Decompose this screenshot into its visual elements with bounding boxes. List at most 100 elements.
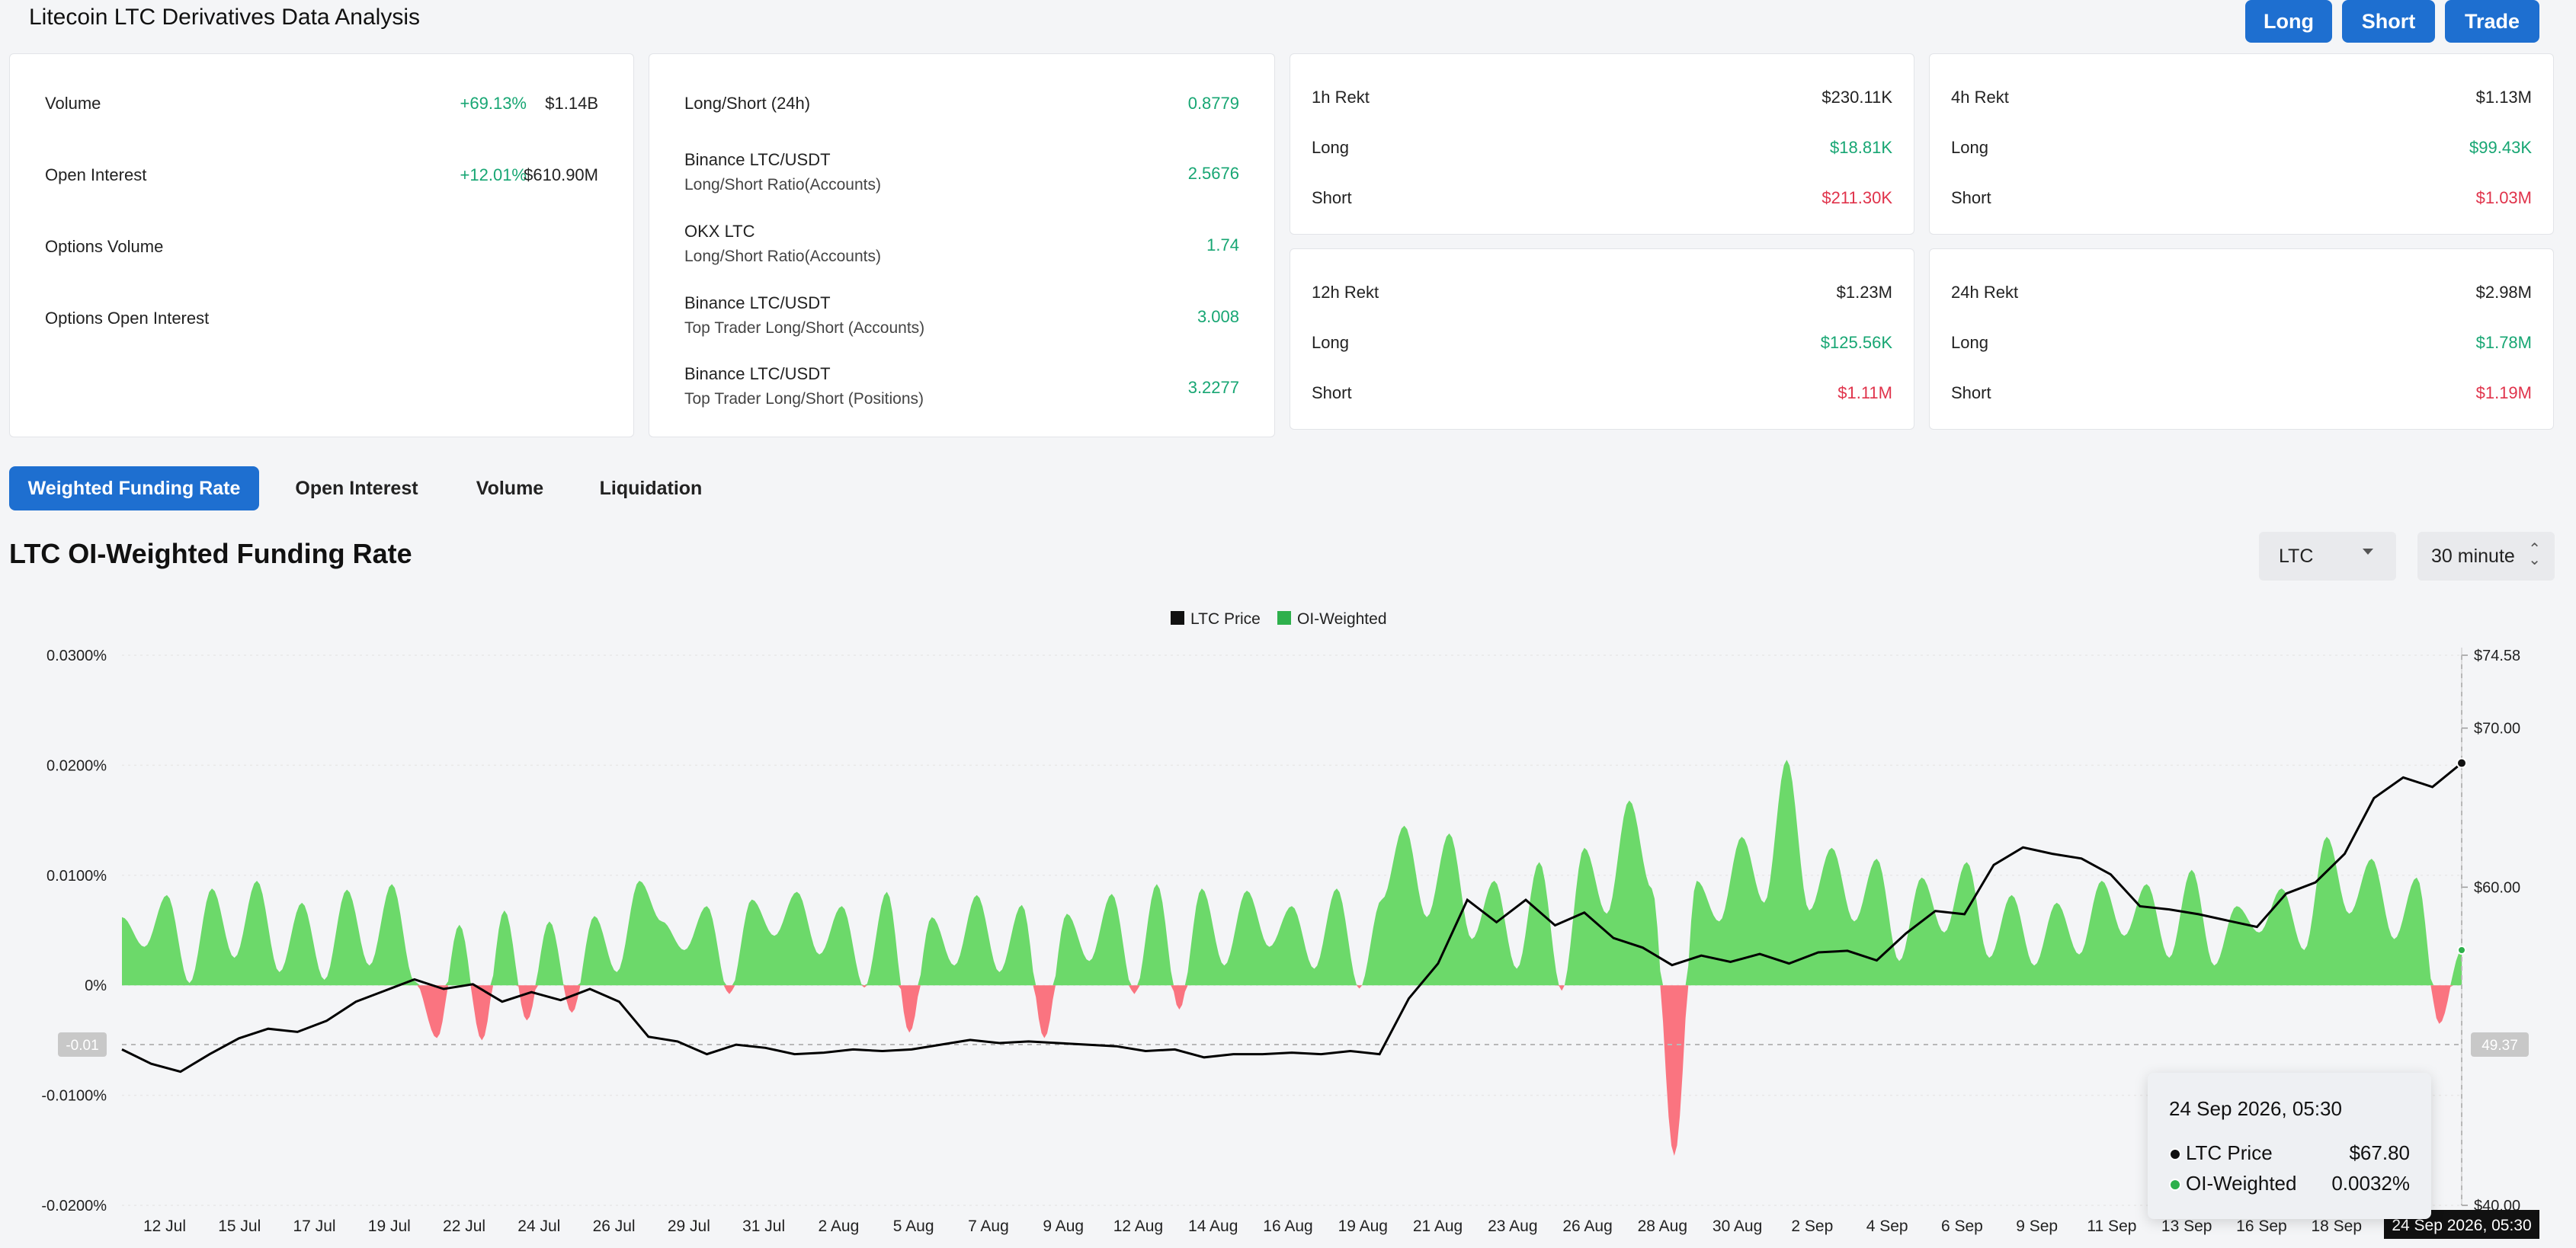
x-tick-label: 9 Sep xyxy=(2016,1218,2058,1235)
x-tick-label: 2 Aug xyxy=(819,1218,860,1235)
tooltip-price-label: LTC Price xyxy=(2186,1141,2273,1164)
rekt-label: 12h Rekt xyxy=(1312,283,1379,302)
x-tick-label: 2 Sep xyxy=(1791,1218,1833,1235)
tab-weighted-funding-rate[interactable]: Weighted Funding Rate xyxy=(9,466,259,510)
y-left-tick-label: 0.0200% xyxy=(46,757,107,774)
ratio-value: 2.5676 xyxy=(1187,164,1239,183)
x-tick-label: 24 Jul xyxy=(517,1218,560,1235)
rekt-short-value: $211.30K xyxy=(1821,188,1892,207)
x-tick-label: 26 Aug xyxy=(1562,1218,1612,1235)
x-tick-label: 30 Aug xyxy=(1713,1218,1762,1235)
y-left-tick-label: 0.0300% xyxy=(46,648,107,664)
open-interest-change: +12.01% xyxy=(460,165,527,184)
x-tick-label: 31 Jul xyxy=(742,1218,785,1235)
short-button[interactable]: Short xyxy=(2342,0,2435,43)
ratio-label: Binance LTC/USDT xyxy=(684,293,831,312)
x-tick-label: 22 Jul xyxy=(443,1218,485,1235)
ratio-value: 0.8779 xyxy=(1187,94,1239,113)
legend-oi-swatch xyxy=(1277,611,1291,625)
x-tick-label: 29 Jul xyxy=(668,1218,710,1235)
legend-oi-label: OI-Weighted xyxy=(1297,610,1387,628)
x-tick-label: 26 Jul xyxy=(593,1218,636,1235)
rekt-4h-card: 4h Rekt $1.13M Long $99.43K Short $1.03M xyxy=(1929,53,2554,235)
volume-label: Volume xyxy=(45,94,101,113)
y-right-tick-label: $60.00 xyxy=(2474,879,2520,896)
x-tick-label: 4 Sep xyxy=(1866,1218,1908,1235)
legend-price-swatch xyxy=(1171,611,1184,625)
rekt-total: $1.23M xyxy=(1836,283,1892,302)
coin-select[interactable]: LTC xyxy=(2259,532,2396,581)
crosshair-left-value: -0.01 xyxy=(66,1038,98,1054)
rekt-short-value: $1.03M xyxy=(2475,188,2532,207)
interval-select-value: 30 minute xyxy=(2431,545,2515,567)
rekt-total: $2.98M xyxy=(2475,283,2532,302)
tab-liquidation[interactable]: Liquidation xyxy=(578,466,724,510)
rekt-long-value: $99.43K xyxy=(2469,138,2532,157)
options-oi-label: Options Open Interest xyxy=(45,309,210,328)
tooltip-price-value: $67.80 xyxy=(2349,1141,2410,1164)
y-right-tick-label: $70.00 xyxy=(2474,721,2520,738)
rekt-long-label: Long xyxy=(1312,333,1349,352)
rekt-12h-card: 12h Rekt $1.23M Long $125.56K Short $1.11M xyxy=(1290,248,1914,430)
trade-button[interactable]: Trade xyxy=(2445,0,2539,43)
rekt-label: 24h Rekt xyxy=(1951,283,2019,302)
x-tick-label: 16 Sep xyxy=(2236,1218,2287,1235)
price-end-dot xyxy=(2456,757,2467,769)
x-tick-label: 16 Aug xyxy=(1263,1218,1312,1235)
rekt-short-value: $1.11M xyxy=(1837,383,1892,402)
interval-select[interactable]: 30 minute ⌃ ⌄ xyxy=(2417,532,2555,581)
current-x-label: 24 Sep 2026, 05:30 xyxy=(2392,1217,2531,1234)
ratio-value: 1.74 xyxy=(1206,235,1239,254)
tab-open-interest[interactable]: Open Interest xyxy=(271,466,442,510)
rekt-total: $230.11K xyxy=(1821,88,1892,107)
page-title: Litecoin LTC Derivatives Data Analysis xyxy=(29,5,420,30)
y-right-tick-label: $74.58 xyxy=(2474,648,2520,664)
chart-legend[interactable]: LTC Price OI-Weighted xyxy=(1171,610,1387,628)
rekt-short-label: Short xyxy=(1312,188,1352,207)
x-tick-label: 19 Aug xyxy=(1338,1218,1388,1235)
volume-change: +69.13% xyxy=(460,94,527,113)
rekt-short-label: Short xyxy=(1312,383,1352,402)
oi-weighted-negative-area xyxy=(122,985,2462,1156)
rekt-1h-card: 1h Rekt $230.11K Long $18.81K Short $211.30… xyxy=(1290,53,1914,235)
tooltip-price-row: LTC Price $67.80 xyxy=(2169,1141,2410,1165)
y-left-tick-label: 0.0100% xyxy=(46,868,107,885)
x-tick-label: 19 Jul xyxy=(368,1218,411,1235)
y-left-tick-label: -0.0200% xyxy=(41,1198,107,1214)
coin-select-value: LTC xyxy=(2279,545,2314,567)
x-tick-label: 12 Aug xyxy=(1113,1218,1163,1235)
crosshair-right-value: 49.37 xyxy=(2481,1038,2518,1054)
rekt-long-label: Long xyxy=(1951,138,1988,157)
tab-volume[interactable]: Volume xyxy=(454,466,566,510)
x-tick-label: 5 Aug xyxy=(893,1218,934,1235)
tooltip-oi-row: OI-Weighted 0.0032% xyxy=(2169,1172,2410,1195)
x-tick-label: 18 Sep xyxy=(2311,1218,2362,1235)
options-volume-label: Options Volume xyxy=(45,237,164,256)
open-interest-value: $610.90M xyxy=(524,165,598,184)
rekt-short-label: Short xyxy=(1951,188,1991,207)
caret-down-icon xyxy=(2363,549,2373,555)
x-tick-label: 6 Sep xyxy=(1941,1218,1983,1235)
tooltip-price-dot xyxy=(2169,1148,2181,1160)
long-button[interactable]: Long xyxy=(2245,0,2332,43)
x-tick-label: 14 Aug xyxy=(1188,1218,1238,1235)
oi-end-dot xyxy=(2457,945,2466,955)
x-tick-label: 9 Aug xyxy=(1043,1218,1084,1235)
ratios-card: Long/Short (24h) 0.8779 Binance LTC/USDT… xyxy=(649,53,1275,437)
sort-chevrons-icon: ⌃ ⌄ xyxy=(2528,541,2541,568)
ratio-label: OKX LTC xyxy=(684,222,755,241)
x-tick-label: 13 Sep xyxy=(2161,1218,2212,1235)
y-left-tick-label: 0% xyxy=(85,978,107,994)
rekt-total: $1.13M xyxy=(2475,88,2532,107)
rekt-label: 1h Rekt xyxy=(1312,88,1370,107)
y-left-tick-label: -0.0100% xyxy=(41,1088,107,1105)
section-title: LTC OI-Weighted Funding Rate xyxy=(9,538,412,569)
rekt-short-value: $1.19M xyxy=(2475,383,2532,402)
tooltip-oi-label: OI-Weighted xyxy=(2186,1172,2297,1195)
ratio-sublabel: Long/Short Ratio(Accounts) xyxy=(684,248,881,265)
rekt-short-label: Short xyxy=(1951,383,1991,402)
header: Litecoin LTC Derivatives Data Analysis L… xyxy=(0,0,2576,46)
rekt-long-value: $125.56K xyxy=(1820,333,1892,352)
rekt-label: 4h Rekt xyxy=(1951,88,2009,107)
